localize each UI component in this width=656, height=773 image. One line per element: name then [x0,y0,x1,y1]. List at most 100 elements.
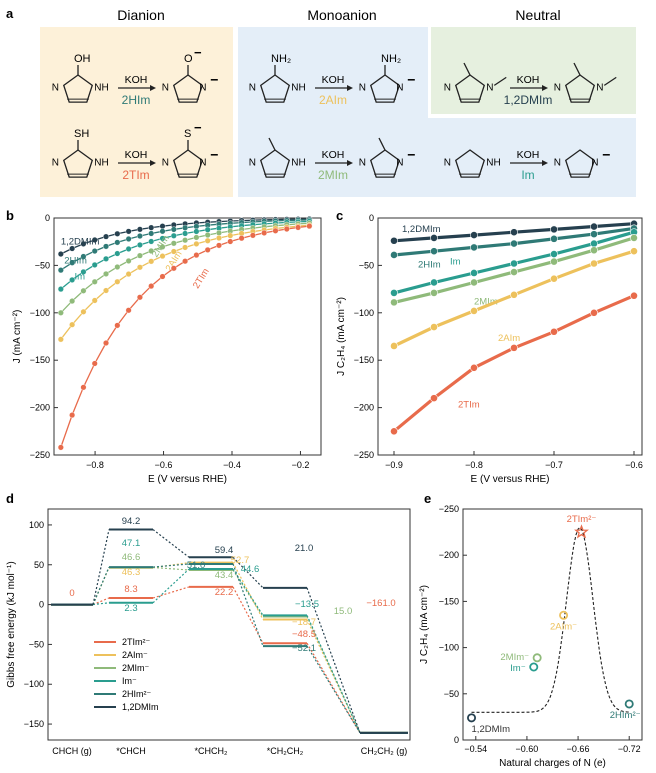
data-point-2TIm [57,444,64,451]
connector-2MIm⁻ [232,569,264,617]
legend-label: 2TIm²⁻ [122,637,150,647]
panel-e: e −0.54 −0.60 −0.66 −0.72 0 −50 −100 −150 −200 −2… [419,491,643,769]
data-point-1,2DMIm [430,234,438,242]
series-label-2AIm: 2AIm [498,333,520,344]
y-tick-label: −100 [354,308,374,318]
y-tick-label: −250 [30,450,50,460]
data-point-Im [390,288,398,297]
arrow-head [542,85,548,91]
imidazole-ring [369,149,401,178]
data-point-Im [550,250,558,258]
ring-n-label: N [52,157,59,168]
data-point-2TIm [125,307,132,314]
plot-frame [462,508,643,741]
panel-a-label: a [6,6,14,21]
trend-curve [471,526,630,713]
data-point-2AIm [204,237,211,244]
data-point-Im [57,286,64,293]
substituent-label: NH₂ [381,53,401,65]
y-tick-label: −50 [444,689,459,699]
data-point-2TIm [249,232,256,239]
compound-name: 1,2DMIm [504,93,553,107]
connector-2MIm⁻ [152,566,190,571]
x-tick-label: −0.2 [292,460,310,470]
data-point-2AIm [136,264,143,271]
y-tick-label: −250 [354,450,374,460]
data-point-2AIm [159,253,166,260]
x-tick-label: −0.6 [155,460,173,470]
value-label: −48.5 [292,629,316,640]
connector-2HIm²⁻ [92,566,110,605]
data-point-Im [204,226,211,233]
data-point-2AIm [57,336,64,343]
data-point [529,662,539,672]
plot-frame [53,217,322,456]
y-tick-label: −100 [439,643,459,653]
imidazole-ring [172,74,204,103]
reagent-label: KOH [517,149,540,161]
point-label: 1,2DMIm [472,724,511,735]
data-point-2MIm [470,278,478,287]
data-point-1,2DMIm [390,236,398,245]
data-point-2AIm [430,323,438,331]
data-point-1,2DMIm [148,224,155,231]
x-tick-label: −0.6 [625,460,643,470]
data-point-1,2DMIm [470,231,478,239]
data-point-Im [159,235,166,242]
ring-nh-label: NH [94,82,108,93]
imidazole-ring [564,74,596,103]
data-point-2TIm [283,226,290,233]
data-point-2TIm [295,224,302,231]
value-label: 15.0 [334,606,353,617]
data-point-2AIm [80,308,87,315]
data-point-2HIm [193,223,200,230]
data-point-2TIm [148,283,155,290]
data-point-2MIm [170,240,177,247]
y-tick-label: −200 [354,403,374,413]
category-label: *CH₂CH₂ [267,746,304,756]
data-point-2MIm [57,309,64,316]
legend-label: 1,2DMIm [122,702,159,712]
methyl-bond [573,62,581,76]
value-label: 43.4 [215,570,234,581]
data-point-2MIm [182,237,189,244]
value-label: 44.6 [241,564,260,575]
data-point-2MIm [80,287,87,294]
chart-d: 100 50 0 −50 −100 −150 Gibbs free energy (kJ m… [6,508,411,756]
data-point-2TIm [227,238,234,245]
panel-b-label: b [6,208,14,223]
charge-label: − [210,146,218,162]
x-tick-label: −0.72 [618,744,641,754]
data-point-2MIm [215,229,222,236]
reagent-label: KOH [322,149,345,161]
y-tick-label: 100 [29,520,44,530]
x-tick-label: −0.60 [516,744,539,754]
reagent-label: KOH [517,74,540,86]
y-tick-label: −150 [439,596,459,606]
data-point-2TIm [630,291,638,300]
panel-e-label: e [424,491,431,506]
data-point-2HIm [182,224,189,231]
data-point-2MIm [69,298,76,305]
panel-b: b −0.8 −0.6 −0.4 −0.2 0 −50 −100 −150 −200 −250 E … [6,208,322,485]
category-label: CH₂CH₂ (g) [361,746,408,756]
compound-name: 2AIm [319,93,347,107]
connector-2MIm⁻ [306,616,361,734]
data-point-2AIm [215,235,222,242]
data-point-1,2DMIm [590,222,598,231]
plot-frame [47,508,411,741]
data-point-Im [148,238,155,245]
n-methyl-bond [493,76,507,86]
plot-frame [377,217,643,456]
data-point-2TIm [103,340,110,347]
data-point-2HIm [430,247,438,256]
imidazole-ring [172,149,204,178]
x-tick-label: −0.8 [465,460,483,470]
y-tick-label: −200 [439,550,459,560]
data-point-1,2DMIm [136,226,143,233]
data-point-2HIm [170,226,177,233]
ring-n-label: N [162,157,169,168]
data-point-2TIm [80,384,87,391]
data-point-2TIm [215,242,222,249]
